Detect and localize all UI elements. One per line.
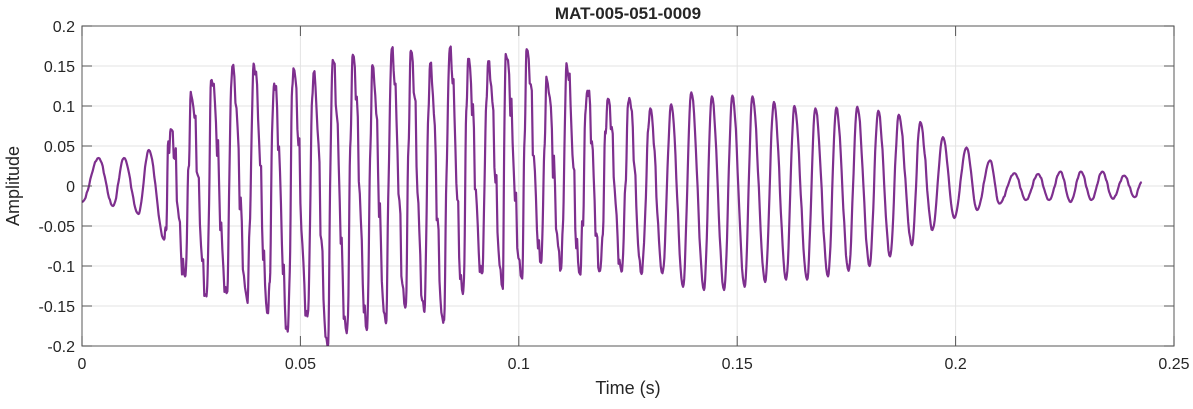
y-axis-label: Amplitude: [3, 146, 23, 226]
x-tick-label: 0.25: [1158, 356, 1189, 373]
chart-title: MAT-005-051-0009: [555, 4, 701, 23]
x-tick-label: 0.15: [722, 356, 753, 373]
x-tick-label: 0.05: [285, 356, 316, 373]
y-tick-label: -0.1: [47, 259, 75, 276]
y-tick-label: 0.1: [53, 99, 75, 116]
axis-ticks: 0 0.05 0.1 0.15 0.2 0.25 0.2 0.15 0.1 0.05 0 -0.05 -…: [39, 19, 1190, 373]
y-tick-label: 0.05: [44, 139, 75, 156]
x-tick-label: 0.1: [508, 356, 530, 373]
x-tick-label: 0: [78, 356, 87, 373]
y-tick-label: 0: [66, 179, 75, 196]
y-tick-label: -0.2: [47, 339, 75, 356]
y-tick-label: -0.05: [39, 219, 76, 236]
x-axis-label: Time (s): [595, 378, 660, 398]
x-tick-label: 0.2: [944, 356, 966, 373]
waveform-line: [82, 45, 1143, 346]
y-tick-label: 0.15: [44, 59, 75, 76]
y-tick-label: 0.2: [53, 19, 75, 36]
y-tick-label: -0.15: [39, 299, 76, 316]
